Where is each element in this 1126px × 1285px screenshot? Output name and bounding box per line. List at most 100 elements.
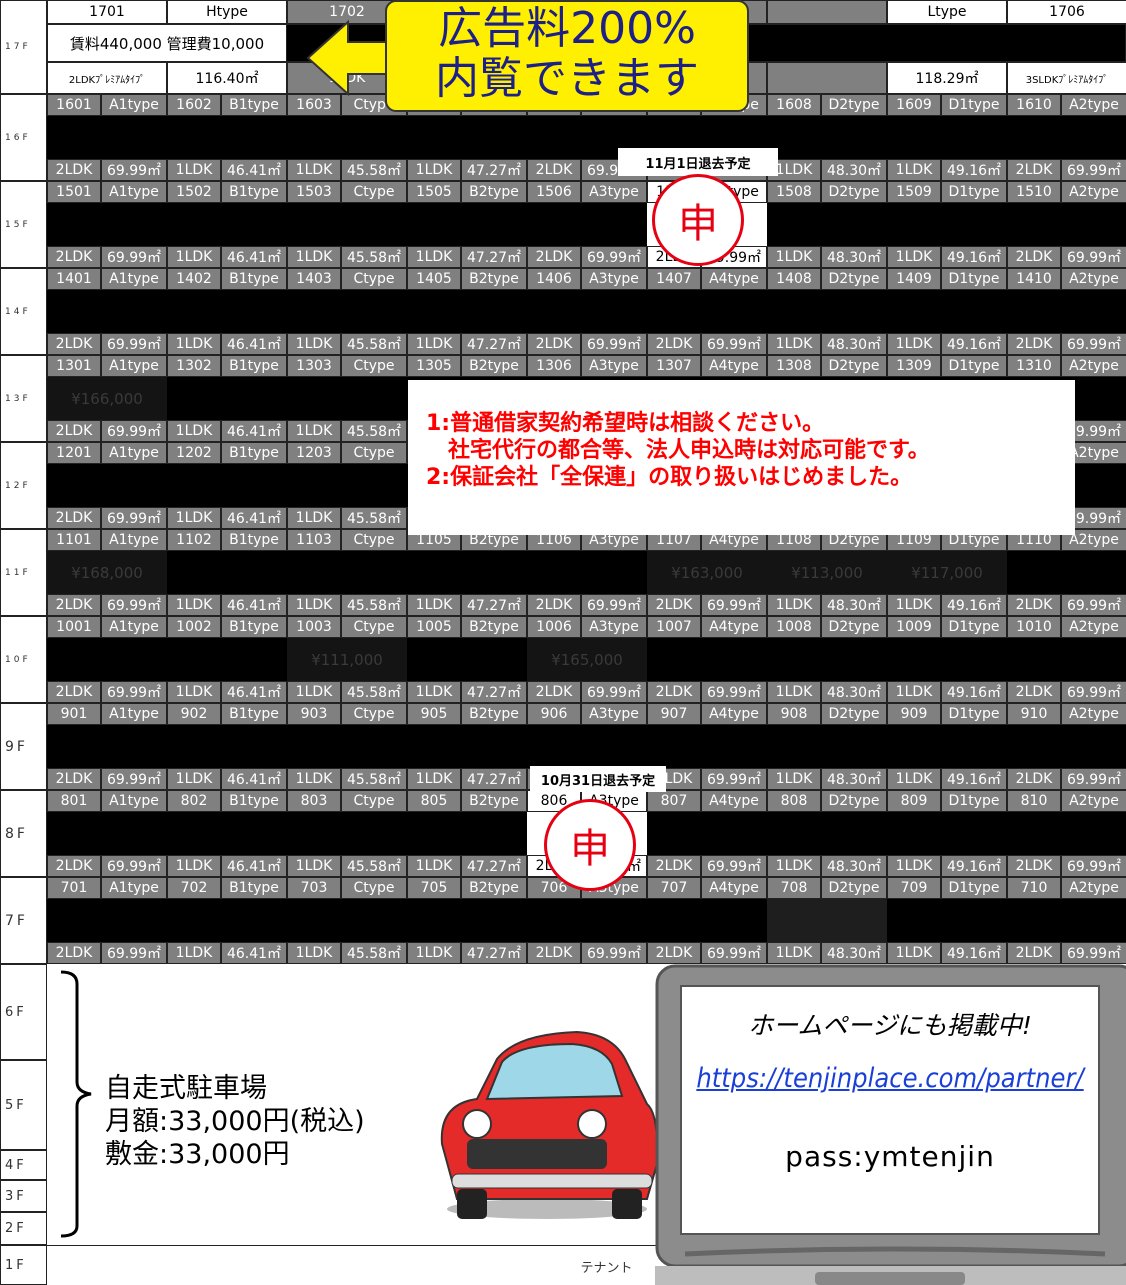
unit-type: B2type	[461, 790, 527, 812]
unit-type: A2type	[1061, 442, 1126, 464]
unit-middle	[167, 899, 287, 942]
unit-type: D1type	[941, 94, 1007, 116]
unit-number: 810	[1007, 790, 1061, 812]
unit-type: A1type	[101, 877, 167, 899]
unit-type: A1type	[101, 790, 167, 812]
floor-label: 16F	[0, 94, 47, 181]
unit-layout: 1LDK	[407, 333, 461, 355]
unit-area: 45.58㎡	[341, 246, 407, 268]
unit-middle	[647, 638, 767, 681]
unit-area: 46.41㎡	[221, 594, 287, 616]
unit-type: D2type	[821, 616, 887, 638]
unit-middle	[287, 464, 407, 507]
unit-area: 69.99㎡	[1061, 246, 1126, 268]
unit-type: D1type	[941, 616, 1007, 638]
car	[440, 1030, 659, 1219]
application-mark: 申	[544, 799, 636, 891]
unit-layout: 2LDK	[527, 594, 581, 616]
floor-label: 10F	[0, 616, 47, 703]
unit-layout: 2LDK	[47, 942, 101, 964]
unit-type: D2type	[821, 703, 887, 725]
unit-type: D1type	[941, 268, 1007, 290]
unit-layout: 1LDK	[887, 768, 941, 790]
unit-area: 69.99㎡	[1061, 942, 1126, 964]
unit-type: B2type	[461, 616, 527, 638]
unit-layout: 1LDK	[287, 159, 341, 181]
unit-number: 708	[767, 877, 821, 899]
unit-number: 1101	[47, 529, 101, 551]
unit-area: 46.41㎡	[221, 246, 287, 268]
unit-layout: 1LDK	[767, 681, 821, 703]
unit-layout: 1LDK	[287, 855, 341, 877]
unit-type: A1type	[101, 355, 167, 377]
unit-number: 1008	[767, 616, 821, 638]
unit-type: Ctype	[341, 529, 407, 551]
moveout-date: 11月1日退去予定	[618, 148, 778, 176]
floor-label: 17F	[0, 0, 47, 94]
password: pass:ymtenjin	[785, 1140, 995, 1173]
unit-middle	[887, 290, 1007, 333]
unit-type: D1type	[941, 181, 1007, 203]
unit-number: 1601	[47, 94, 101, 116]
unit-layout: 2LDK	[1007, 333, 1061, 355]
unit-area: 48.30㎡	[821, 855, 887, 877]
unit-layout: 2LDK	[527, 681, 581, 703]
unit-area: 69.99㎡	[101, 855, 167, 877]
unit-number: 805	[407, 790, 461, 812]
unit-middle: ¥166,000	[47, 377, 167, 420]
callout-line: 内覧できます	[435, 53, 699, 104]
unit-middle	[287, 116, 407, 159]
unit-layout: 1LDK	[407, 681, 461, 703]
unit-area: 69.99㎡	[701, 333, 767, 355]
unit-type: A3type	[581, 268, 647, 290]
unit-middle	[767, 812, 887, 855]
unit-number: 808	[767, 790, 821, 812]
unit-top: 1706	[1007, 0, 1126, 24]
unit-middle	[647, 290, 767, 333]
unit-type: Ctype	[341, 181, 407, 203]
unit-type: A2type	[1061, 355, 1126, 377]
unit-area: 69.99㎡	[1061, 681, 1126, 703]
unit-layout: 1LDK	[287, 942, 341, 964]
unit-bottom	[767, 62, 887, 94]
unit-layout: 2LDK	[647, 333, 701, 355]
unit-type: A4type	[701, 703, 767, 725]
unit-type: A2type	[1061, 877, 1126, 899]
unit-type: D1type	[941, 790, 1007, 812]
unit-middle	[767, 899, 887, 942]
homepage-link[interactable]: https://tenjinplace.com/partner/	[696, 1063, 1084, 1094]
unit-number: 1608	[767, 94, 821, 116]
unit-layout: 2LDK	[1007, 768, 1061, 790]
unit-layout: 1LDK	[407, 768, 461, 790]
unit-layout: 2LDK	[1007, 681, 1061, 703]
unit-number: 1309	[887, 355, 941, 377]
unit-number: 1303	[287, 355, 341, 377]
unit-number: 1202	[167, 442, 221, 464]
unit-layout: 2LDK	[1007, 855, 1061, 877]
floor-label: 7F	[0, 877, 47, 964]
unit-area: 49.16㎡	[941, 333, 1007, 355]
unit-area: 69.99㎡	[101, 768, 167, 790]
unit-area: 69.99㎡	[701, 594, 767, 616]
floor-label: 15F	[0, 181, 47, 268]
unit-layout: 1LDK	[167, 507, 221, 529]
unit-layout: 2LDK	[1007, 594, 1061, 616]
unit-layout: 2LDK	[647, 942, 701, 964]
unit-area: 69.99㎡	[101, 681, 167, 703]
unit-middle	[767, 203, 887, 246]
unit-middle	[167, 377, 287, 420]
unit-layout: 2LDK	[47, 333, 101, 355]
unit-layout: 1LDK	[767, 159, 821, 181]
unit-area: 49.16㎡	[941, 942, 1007, 964]
unit-layout: 2LDK	[47, 594, 101, 616]
unit-middle	[287, 377, 407, 420]
unit-middle	[47, 638, 167, 681]
unit-layout: 2LDK	[47, 681, 101, 703]
unit-area: 46.41㎡	[221, 159, 287, 181]
unit-layout: 1LDK	[767, 768, 821, 790]
unit-layout: 2LDK	[1007, 159, 1061, 181]
unit-area: 46.41㎡	[221, 507, 287, 529]
unit-layout: 1LDK	[287, 246, 341, 268]
callout: 広告料200% 内覧できます	[386, 4, 748, 104]
